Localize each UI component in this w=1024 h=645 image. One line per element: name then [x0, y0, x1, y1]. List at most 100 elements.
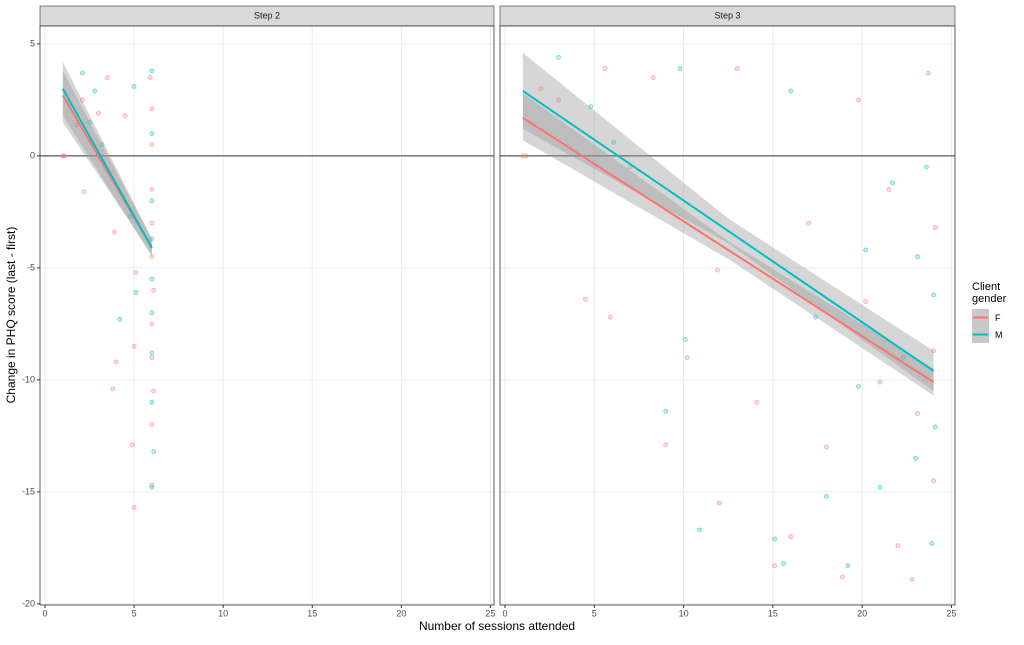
point — [734, 66, 740, 71]
point — [131, 84, 137, 89]
x-axis-title: Number of sessions attended — [419, 619, 575, 633]
point — [611, 140, 617, 145]
point — [677, 66, 683, 71]
point — [863, 299, 869, 304]
point — [113, 359, 119, 365]
panel — [40, 26, 494, 605]
point — [149, 254, 155, 260]
trend-line — [522, 116, 935, 383]
point — [149, 106, 155, 112]
point — [932, 225, 938, 230]
point — [131, 343, 137, 349]
legend-label: F — [995, 312, 1001, 323]
point — [81, 189, 87, 195]
point — [87, 119, 92, 125]
point — [99, 142, 105, 148]
point — [520, 153, 526, 159]
point — [147, 75, 153, 80]
point — [824, 444, 829, 450]
point — [663, 408, 669, 414]
point — [117, 317, 123, 322]
point — [149, 355, 155, 360]
point — [915, 254, 920, 260]
point — [716, 500, 722, 506]
strip-title: Step 3 — [714, 10, 740, 20]
point — [715, 267, 720, 273]
legend-entry: M — [972, 326, 1018, 343]
legend-label: M — [995, 329, 1003, 340]
point — [929, 541, 935, 546]
point — [588, 104, 594, 110]
point — [813, 314, 819, 320]
point — [122, 113, 128, 118]
point — [932, 424, 938, 430]
x-tick-label: 5 — [132, 608, 137, 618]
point — [781, 561, 786, 566]
y-tick-label: -5 — [27, 262, 35, 272]
point — [840, 574, 845, 580]
point — [856, 97, 861, 103]
point — [788, 534, 794, 540]
x-tick-label: 0 — [42, 608, 47, 618]
point — [772, 536, 778, 542]
point — [131, 505, 137, 510]
point — [112, 229, 117, 235]
point — [133, 290, 139, 295]
legend-entry: F — [972, 309, 1018, 326]
panel-border — [39, 25, 495, 606]
point — [149, 399, 155, 405]
point — [845, 563, 851, 569]
panel-border — [499, 25, 956, 606]
strip-title: Step 2 — [254, 10, 280, 20]
x-tick-label: 15 — [768, 608, 778, 618]
point — [788, 88, 794, 94]
legend-key — [972, 309, 989, 326]
point — [149, 198, 155, 204]
point — [602, 66, 608, 71]
point — [806, 220, 811, 226]
point — [524, 153, 529, 159]
trend-line — [61, 88, 153, 249]
point — [663, 442, 669, 448]
y-axis-title: Change in PHQ score (last - first) — [4, 227, 18, 404]
point — [151, 388, 157, 394]
x-tick-label: 15 — [307, 608, 317, 618]
point — [149, 142, 155, 148]
point — [149, 485, 155, 490]
point — [92, 88, 98, 94]
point — [824, 493, 829, 499]
legend-title: Client gender — [972, 281, 1007, 305]
y-tick-label: 0 — [30, 150, 35, 160]
x-tick-label: 25 — [946, 608, 956, 618]
y-tick-label: 5 — [30, 38, 35, 48]
x-tick-label: 10 — [679, 608, 689, 618]
confidence-band — [522, 93, 934, 396]
x-tick-label: 25 — [485, 608, 495, 618]
point — [538, 86, 544, 92]
point — [931, 292, 936, 298]
point — [149, 220, 155, 226]
point — [149, 68, 155, 74]
point — [877, 379, 883, 385]
panel — [500, 26, 955, 605]
point — [149, 276, 155, 282]
y-tick-label: -20 — [22, 598, 35, 608]
point — [104, 75, 110, 80]
legend-key — [972, 326, 989, 343]
point — [931, 348, 936, 354]
point — [931, 478, 936, 484]
trend-line — [522, 90, 935, 372]
point — [62, 153, 67, 159]
point — [133, 269, 139, 275]
y-tick-label: -10 — [22, 374, 35, 384]
point — [129, 442, 135, 448]
point — [863, 247, 869, 253]
x-tick-label: 10 — [218, 608, 228, 618]
point — [856, 384, 861, 390]
x-tick-label: 20 — [396, 608, 406, 618]
x-tick-label: 5 — [592, 608, 597, 618]
point — [80, 70, 85, 76]
point — [110, 386, 116, 392]
